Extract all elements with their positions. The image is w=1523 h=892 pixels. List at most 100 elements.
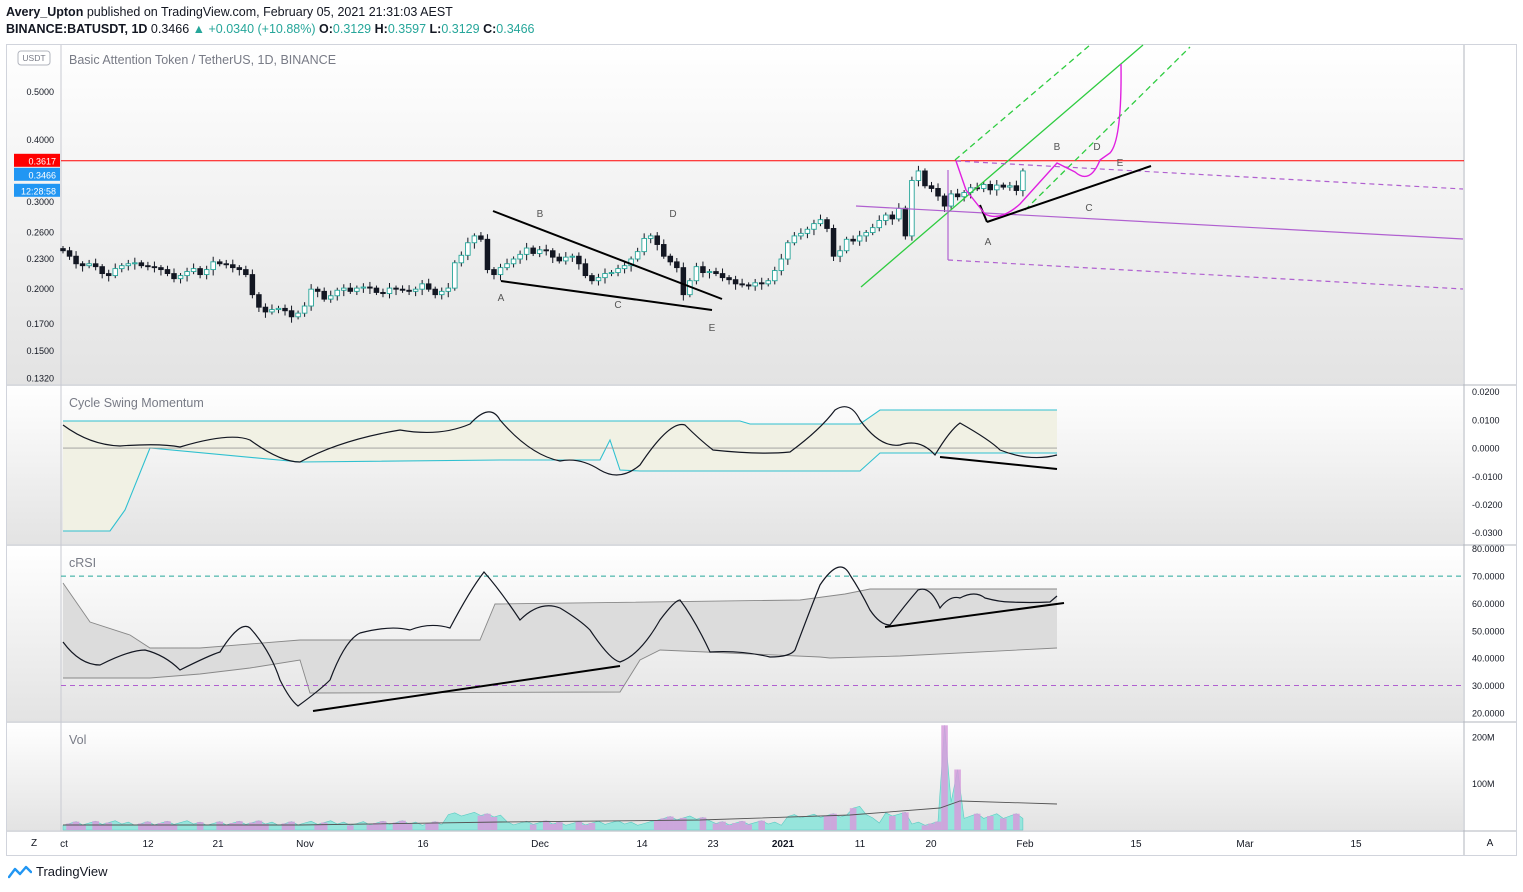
candle-up bbox=[458, 254, 465, 264]
volume-down-bar bbox=[366, 824, 374, 830]
pattern-label: B bbox=[1054, 142, 1061, 153]
price-tick-label: 0.2600 bbox=[26, 228, 54, 238]
candle-up bbox=[765, 280, 771, 285]
candle-down bbox=[745, 284, 752, 287]
candle-up bbox=[896, 207, 902, 220]
volume-down-bar bbox=[262, 823, 269, 830]
momentum-tick-label: -0.0200 bbox=[1472, 500, 1503, 510]
candle-down bbox=[197, 268, 203, 276]
footer: TradingView bbox=[8, 864, 108, 879]
candle-up bbox=[706, 271, 713, 274]
candle-down bbox=[256, 294, 262, 308]
candle-down bbox=[928, 185, 935, 189]
volume-down-bar bbox=[431, 821, 439, 830]
volume-down-bar bbox=[954, 769, 961, 830]
author-name[interactable]: Avery_Upton bbox=[6, 5, 84, 19]
momentum-line bbox=[62, 406, 1058, 476]
candle-down bbox=[902, 207, 909, 237]
candle-up bbox=[536, 249, 543, 254]
candle-down bbox=[1000, 184, 1007, 188]
volume-down-bar bbox=[320, 822, 328, 830]
auto-scale-button[interactable]: A bbox=[1487, 838, 1494, 849]
volume-down-bar bbox=[229, 823, 237, 830]
candle-down bbox=[262, 306, 269, 313]
volume-down-bar bbox=[928, 823, 935, 830]
time-tick-label: 20 bbox=[925, 839, 937, 850]
momentum-tick-label: 0.0000 bbox=[1472, 444, 1500, 454]
volume-down-bar bbox=[216, 821, 224, 830]
candle-down bbox=[674, 261, 680, 269]
candle-up bbox=[497, 267, 504, 276]
candle-up bbox=[837, 250, 843, 257]
candle-down bbox=[145, 265, 151, 268]
volume-down-bar bbox=[157, 823, 165, 830]
volume-down-bar bbox=[575, 821, 583, 830]
candle-down bbox=[243, 269, 249, 276]
volume-down-bar bbox=[105, 822, 113, 830]
candle-down bbox=[60, 248, 66, 252]
volume-down-bar bbox=[830, 813, 837, 830]
volume-down-bar bbox=[653, 820, 661, 830]
price-pane-title: Basic Attention Token / TetherUS, 1D, BI… bbox=[69, 53, 336, 67]
candle-up bbox=[791, 235, 798, 244]
candle-down bbox=[987, 183, 994, 191]
published-text: published on TradingView.com, February 0… bbox=[86, 5, 453, 19]
candle-down bbox=[367, 286, 373, 289]
candle-down bbox=[282, 307, 288, 312]
volume-down-bar bbox=[849, 808, 857, 830]
volume-down-bar bbox=[405, 823, 413, 830]
volume-down-bar bbox=[288, 821, 295, 830]
volume-down-bar bbox=[555, 822, 563, 830]
candle-down bbox=[249, 274, 256, 296]
footer-brand[interactable]: TradingView bbox=[36, 864, 108, 879]
log-scale-button[interactable]: Z bbox=[31, 838, 37, 849]
axes: 0.5000 0.4000 0.3000 0.2600 0.2300 0.2000 0.17… bbox=[14, 87, 1505, 850]
candle-down bbox=[850, 238, 856, 242]
candle-down bbox=[941, 195, 948, 207]
price-tick-label: 0.5000 bbox=[26, 87, 54, 97]
price-pane[interactable] bbox=[7, 45, 1463, 384]
candle-down bbox=[432, 288, 438, 296]
candle-down bbox=[556, 256, 563, 262]
candle-down bbox=[954, 193, 961, 198]
candle-down bbox=[530, 247, 536, 254]
candle-up bbox=[177, 275, 184, 280]
volume-down-bar bbox=[1013, 813, 1020, 830]
volume-down-bar bbox=[236, 821, 243, 830]
symbol-info: BINANCE:BATUSDT, 1D 0.3466 ▲ +0.0340 (+1… bbox=[6, 22, 535, 37]
crsi-tick-label: 20.0000 bbox=[1472, 708, 1505, 718]
momentum-pane-title: Cycle Swing Momentum bbox=[69, 396, 204, 410]
currency-badge-box[interactable] bbox=[17, 50, 51, 66]
c-label: C: bbox=[483, 22, 497, 36]
candle-up bbox=[86, 263, 92, 267]
candle-down bbox=[680, 267, 687, 296]
volume-pane[interactable] bbox=[7, 723, 1463, 830]
pattern-label: C bbox=[1085, 203, 1092, 214]
candle-down bbox=[406, 289, 412, 292]
time-tick-label: Feb bbox=[1016, 839, 1034, 850]
candle-down bbox=[380, 291, 386, 294]
time-tick-label: 15 bbox=[1350, 839, 1362, 850]
pattern-label: A bbox=[985, 237, 992, 248]
candle-up bbox=[1007, 185, 1013, 188]
price-label: 12:28:58 bbox=[21, 186, 56, 196]
momentum-tick-label: 0.0200 bbox=[1472, 387, 1500, 397]
volume-down-bar bbox=[98, 824, 106, 830]
candle-up bbox=[883, 214, 889, 221]
close-value: 0.3466 bbox=[496, 22, 535, 36]
candle-up bbox=[308, 288, 314, 307]
crsi-tick-label: 50.0000 bbox=[1472, 626, 1505, 636]
candle-up bbox=[125, 263, 132, 267]
candle-down bbox=[321, 290, 327, 300]
candle-down bbox=[138, 262, 145, 267]
l-label: L: bbox=[429, 22, 442, 36]
candle-down bbox=[66, 250, 73, 257]
candle-up bbox=[641, 237, 647, 253]
currency-badge: USDT bbox=[22, 53, 45, 63]
volume-down-bar bbox=[582, 824, 589, 830]
volume-down-bar bbox=[249, 822, 256, 830]
volume-down-bar bbox=[542, 820, 550, 830]
candle-up bbox=[452, 262, 458, 289]
candle-up bbox=[1020, 170, 1026, 191]
